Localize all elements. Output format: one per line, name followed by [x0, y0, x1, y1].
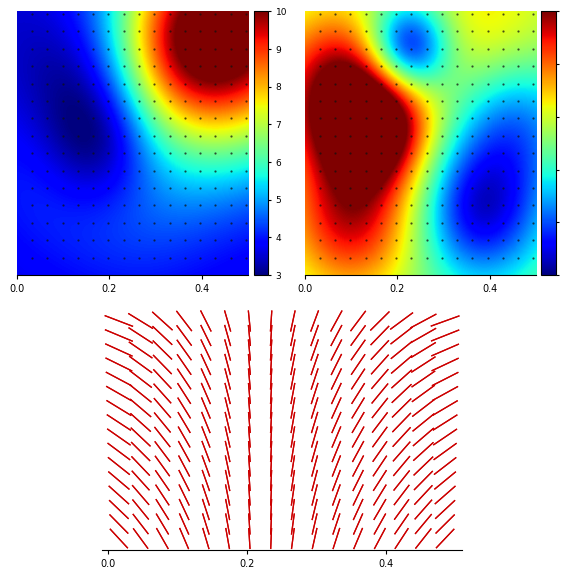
Text: (a): (a): [124, 309, 141, 322]
Text: (b): (b): [411, 309, 429, 322]
